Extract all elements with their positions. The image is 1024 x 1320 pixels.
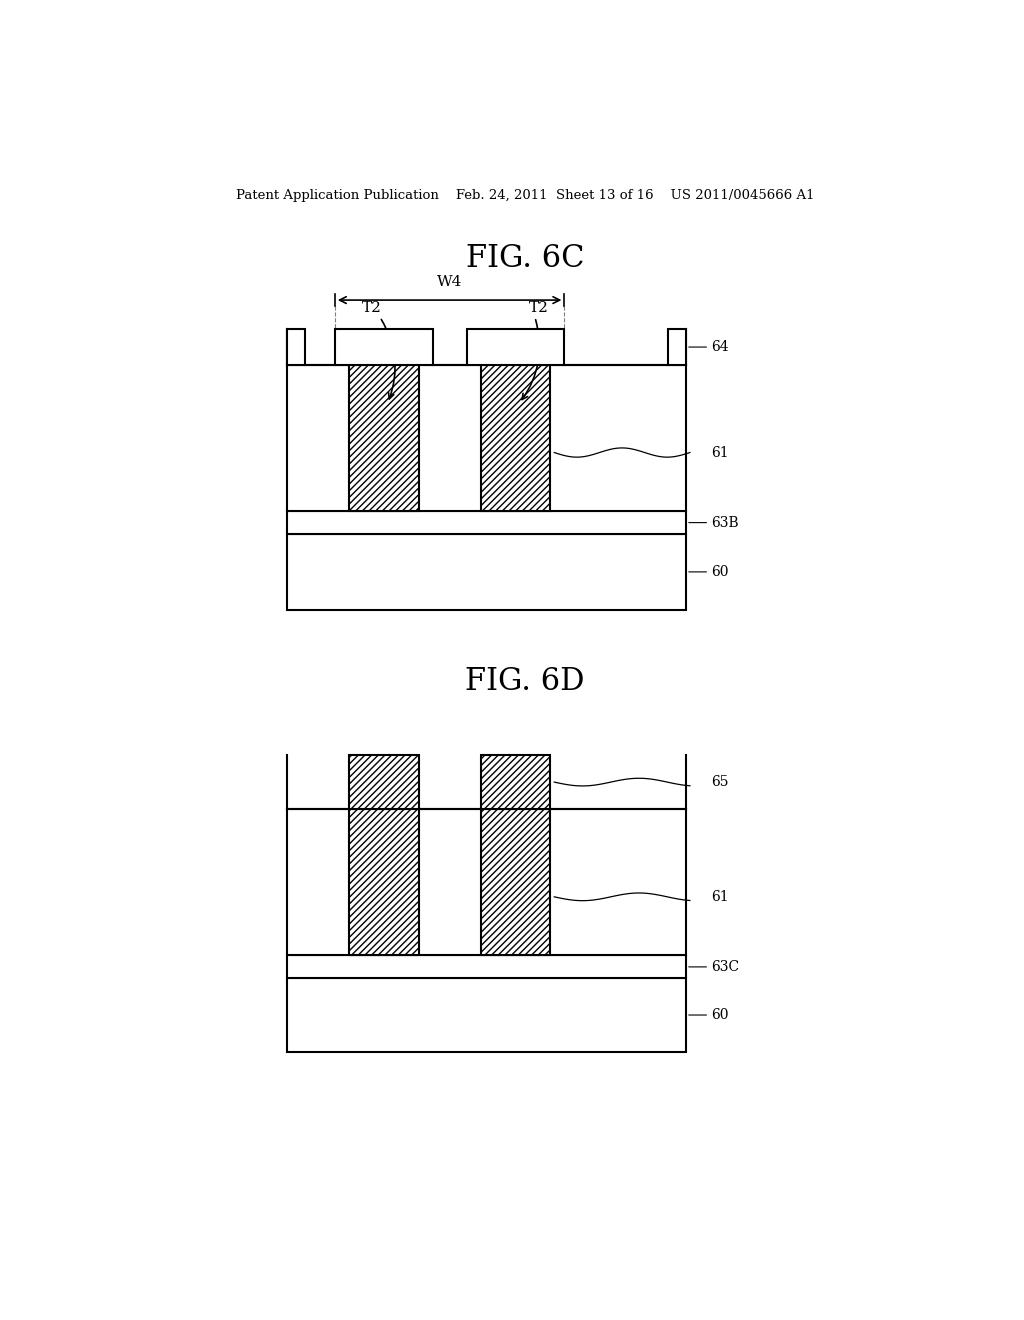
Bar	[287, 809, 686, 956]
Text: 61: 61	[712, 890, 729, 904]
Bar	[349, 755, 419, 809]
Text: 61: 61	[712, 446, 729, 459]
Text: 63C: 63C	[712, 960, 739, 974]
Bar	[480, 755, 550, 809]
Text: Patent Application Publication    Feb. 24, 2011  Sheet 13 of 16    US 2011/00456: Patent Application Publication Feb. 24, …	[236, 189, 814, 202]
Text: FIG. 6C: FIG. 6C	[466, 243, 584, 275]
Bar	[287, 978, 686, 1052]
Bar	[349, 809, 419, 956]
Text: 60: 60	[712, 1008, 729, 1022]
Bar	[287, 330, 305, 364]
Bar	[287, 364, 686, 511]
Text: T2: T2	[362, 301, 382, 315]
Text: 60: 60	[712, 565, 729, 579]
Text: T2: T2	[528, 301, 549, 315]
Bar	[480, 809, 550, 956]
Bar	[669, 330, 686, 364]
Bar	[349, 364, 419, 511]
Bar	[335, 330, 432, 364]
Text: 64: 64	[712, 341, 729, 354]
Bar	[480, 364, 550, 511]
Text: W4: W4	[437, 276, 462, 289]
Bar	[287, 511, 686, 535]
Bar	[287, 535, 686, 610]
Text: 63B: 63B	[712, 516, 739, 529]
Text: 65: 65	[712, 775, 729, 789]
Text: FIG. 6D: FIG. 6D	[465, 667, 585, 697]
Bar	[467, 330, 564, 364]
Bar	[287, 956, 686, 978]
